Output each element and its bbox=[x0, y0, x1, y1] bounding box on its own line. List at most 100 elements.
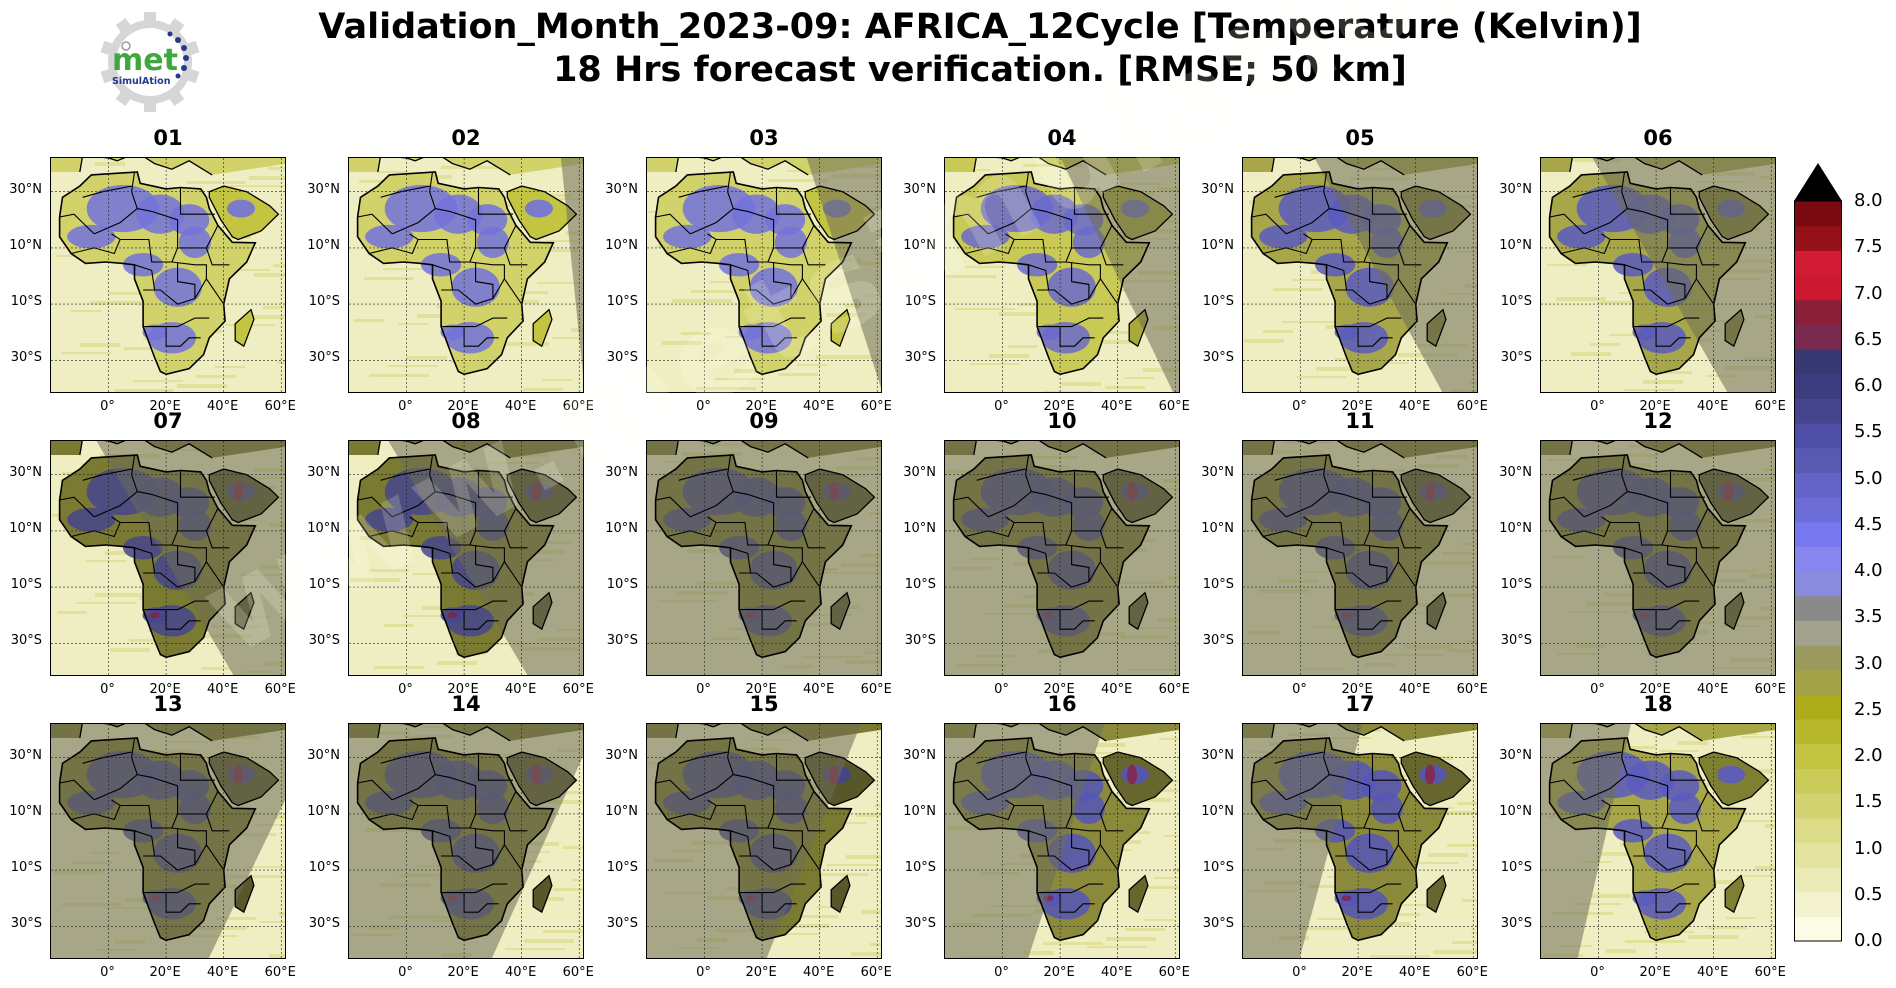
latitude-tick-label: 30°N bbox=[9, 181, 42, 197]
country-border bbox=[134, 830, 156, 857]
panel-map bbox=[646, 440, 882, 676]
panel-map bbox=[1540, 157, 1776, 393]
colorbar-segment bbox=[1794, 546, 1842, 572]
colorbar-segment bbox=[1794, 645, 1842, 671]
latitude-tick-label: 30°S bbox=[10, 633, 42, 649]
colorbar-segment bbox=[1794, 201, 1842, 227]
country-border bbox=[1274, 185, 1324, 198]
latitude-tick-label: 30°N bbox=[605, 747, 638, 763]
country-border bbox=[767, 544, 821, 588]
colorbar-segment bbox=[1794, 595, 1842, 621]
latitude-tick-label: 30°N bbox=[1499, 181, 1532, 197]
title-line-1: Validation_Month_2023-09: AFRICA_12Cycle… bbox=[318, 7, 1642, 47]
country-border bbox=[1633, 561, 1697, 588]
arabia-coastline bbox=[1400, 185, 1472, 241]
country-border bbox=[82, 185, 132, 198]
rmse-field bbox=[349, 441, 583, 675]
country-border bbox=[739, 600, 806, 611]
country-border bbox=[70, 239, 121, 255]
arabia-coastline bbox=[804, 185, 876, 241]
rmse-peak-region bbox=[1127, 764, 1138, 785]
madagascar-coastline bbox=[1426, 874, 1447, 914]
latitude-tick-label: 30°N bbox=[605, 181, 638, 197]
colorbar-segment bbox=[1794, 916, 1842, 942]
madagascar-land bbox=[533, 875, 552, 913]
rmse-peak-region bbox=[149, 612, 160, 619]
europe-coastline bbox=[1569, 724, 1703, 742]
country-border bbox=[739, 561, 803, 588]
longitude-tick-label: 60°E bbox=[562, 399, 594, 414]
colorbar-segment bbox=[1794, 719, 1842, 745]
forecast-panel: 17 30°N 10°N 10°S 30°S 0° 20°E 40°E 60°E bbox=[1201, 692, 1488, 980]
latitude-tick-label: 10°S bbox=[10, 294, 42, 310]
country-border bbox=[1073, 187, 1109, 215]
country-border bbox=[1037, 600, 1104, 611]
forecast-panel: 18 30°N 10°N 10°S 30°S 0° 20°E 40°E 60°E bbox=[1499, 692, 1786, 980]
arabia-coastline bbox=[804, 468, 876, 524]
country-border bbox=[171, 827, 225, 871]
country-border bbox=[82, 751, 132, 764]
madagascar-land bbox=[1725, 875, 1744, 913]
country-border bbox=[689, 737, 734, 801]
panel-title: 03 bbox=[749, 126, 779, 150]
longitude-tick-label: 60°E bbox=[1158, 682, 1190, 697]
country-border bbox=[666, 805, 717, 821]
country-border bbox=[773, 545, 792, 582]
forecast-panel: 12 30°N 10°N 10°S 30°S 0° 20°E 40°E 60°E bbox=[1499, 409, 1786, 697]
country-border bbox=[1262, 522, 1313, 538]
colorbar-tick-label: 8.0 bbox=[1854, 190, 1883, 211]
latitude-tick-label: 10°S bbox=[1500, 294, 1532, 310]
latitude-tick-label: 30°N bbox=[1201, 747, 1234, 763]
country-border bbox=[143, 561, 207, 588]
latitude-tick-label: 30°S bbox=[10, 350, 42, 366]
forecast-panel: 13 30°N 10°N 10°S 30°S 0° 20°E 40°E 60°E bbox=[9, 692, 296, 980]
colorbar-segment bbox=[1794, 299, 1842, 325]
rmse-field bbox=[647, 441, 881, 675]
africa-coastline bbox=[58, 454, 257, 659]
panel-title: 12 bbox=[1643, 409, 1673, 433]
country-border bbox=[1397, 813, 1422, 832]
country-border bbox=[678, 185, 728, 198]
country-border bbox=[1363, 261, 1417, 305]
forecast-panel: 08 30°N 10°N 10°S 30°S 0° 20°E 40°E 60°E bbox=[307, 409, 594, 697]
madagascar-land bbox=[533, 309, 552, 347]
country-border bbox=[1037, 317, 1104, 328]
country-border bbox=[1371, 187, 1407, 215]
colorbar-segment bbox=[1794, 743, 1842, 769]
rmse-field bbox=[51, 724, 285, 958]
latitude-tick-label: 10°N bbox=[605, 803, 638, 819]
europe-coastline bbox=[1271, 158, 1405, 176]
latitude-tick-label: 30°S bbox=[1500, 633, 1532, 649]
country-border bbox=[1549, 496, 1585, 518]
country-border bbox=[1667, 262, 1686, 299]
europe-coastline bbox=[377, 724, 511, 742]
latitude-tick-label: 30°N bbox=[307, 464, 340, 480]
madagascar-coastline bbox=[1724, 591, 1745, 631]
longitude-tick-label: 60°E bbox=[1754, 399, 1786, 414]
metsimulation-logo: met SimulAtion bbox=[98, 10, 202, 114]
colorbar-segment bbox=[1794, 225, 1842, 251]
longitude-tick-label: 40°E bbox=[505, 399, 537, 414]
country-border bbox=[655, 213, 691, 235]
country-border bbox=[475, 262, 494, 299]
africa-coastline bbox=[952, 171, 1151, 376]
latitude-tick-label: 10°N bbox=[1499, 237, 1532, 253]
country-border bbox=[469, 827, 523, 871]
country-border bbox=[1335, 278, 1399, 305]
colorbar-tick-label: 5.5 bbox=[1854, 421, 1883, 443]
rmse-high-region bbox=[122, 535, 164, 560]
country-border bbox=[1037, 561, 1101, 588]
latitude-tick-label: 10°N bbox=[307, 803, 340, 819]
longitude-tick-label: 40°E bbox=[803, 682, 835, 697]
country-border bbox=[171, 544, 225, 588]
rmse-high-region bbox=[178, 226, 212, 259]
country-border bbox=[179, 187, 215, 215]
longitude-tick-label: 20°E bbox=[745, 965, 777, 980]
country-border bbox=[477, 470, 513, 498]
country-border bbox=[1560, 522, 1611, 538]
country-border bbox=[1326, 830, 1348, 857]
country-border bbox=[1071, 262, 1090, 299]
country-border bbox=[143, 600, 210, 611]
madagascar-coastline bbox=[1724, 308, 1745, 348]
